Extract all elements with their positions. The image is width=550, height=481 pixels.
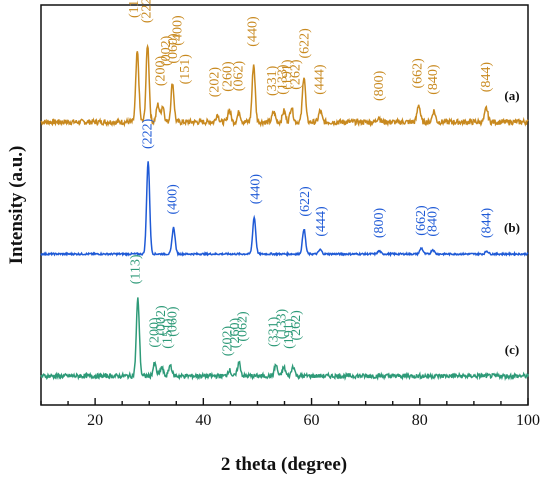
series-name: (b) (504, 220, 520, 235)
peak-label: (060) (166, 33, 181, 64)
peak-label: (400) (170, 15, 185, 46)
peak-label: (113) (129, 254, 144, 284)
peak-label: (202) (221, 326, 236, 357)
peak-label: (444) (313, 64, 328, 95)
peak-label: (844) (479, 207, 494, 238)
peak-label: (840) (425, 206, 440, 237)
peak-label: (062) (235, 311, 250, 342)
y-axis-title: Intensity (a.u.) (6, 146, 27, 265)
series-line (40, 161, 529, 258)
peak-label: (622) (298, 28, 313, 59)
axes-layer: 20 40 60 80 100 (40, 398, 540, 429)
series-0: (113)(222) (200)(002)(060)(400) (151) (202)… (40, 0, 529, 128)
peak-label: (151) (178, 54, 193, 85)
series-line (40, 297, 529, 382)
peak-label: (800) (372, 70, 387, 101)
series-line (40, 43, 529, 128)
x-tick-label: 60 (304, 412, 320, 429)
peak-label: (262) (289, 310, 304, 341)
x-tick-label: 80 (412, 412, 428, 429)
peak-label: (400) (166, 184, 181, 215)
peak-label: (331) (265, 65, 280, 96)
peak-label: (662) (414, 205, 429, 236)
peak-label: (133) (275, 64, 290, 95)
peak-label: (002) (159, 35, 174, 66)
peak-label: (662) (411, 58, 426, 89)
series-name: (a) (504, 88, 519, 103)
peak-label: (222) (141, 118, 156, 149)
peak-label: (840) (426, 64, 441, 95)
peak-label: (113) (127, 0, 142, 18)
peak-label: (202) (208, 67, 223, 98)
peak-label: (331) (267, 316, 282, 347)
peak-label: (260) (228, 318, 243, 349)
peak-label: (260) (221, 61, 236, 92)
peak-label: (222) (140, 0, 155, 23)
peak-label: (844) (479, 62, 494, 93)
peak-label: (191) (282, 318, 297, 349)
peak-label: (440) (246, 16, 261, 47)
peak-label: (622) (298, 186, 313, 217)
series-1: (222) (400) (440) (622)(444) (800) (662)(840)… (40, 118, 529, 258)
peak-label: (133) (274, 309, 289, 340)
x-tick-label: 100 (516, 412, 540, 429)
x-tick-label: 20 (87, 412, 103, 429)
peak-label: (200) (148, 317, 163, 348)
peak-label: (191) (280, 59, 295, 90)
peak-label: (444) (314, 206, 329, 237)
peak-label: (151) (161, 318, 176, 349)
series-layer: (113)(222)(200)(002)(060)(400)(151) (202)… (40, 0, 529, 382)
peak-label: (002) (154, 305, 169, 336)
series-name: (c) (505, 342, 519, 357)
peak-label: (062) (232, 61, 247, 92)
peak-label: (060) (166, 306, 181, 337)
peak-label: (262) (288, 59, 303, 90)
peak-label: (200) (154, 55, 169, 86)
peak-label: (800) (372, 207, 387, 238)
x-axis-title: 2 theta (degree) (221, 454, 347, 475)
peak-label: (440) (248, 174, 263, 205)
x-tick-label: 40 (195, 412, 211, 429)
series-2: (113) (200)(002)(151)(060) (202)(260)(062)… (40, 254, 529, 382)
